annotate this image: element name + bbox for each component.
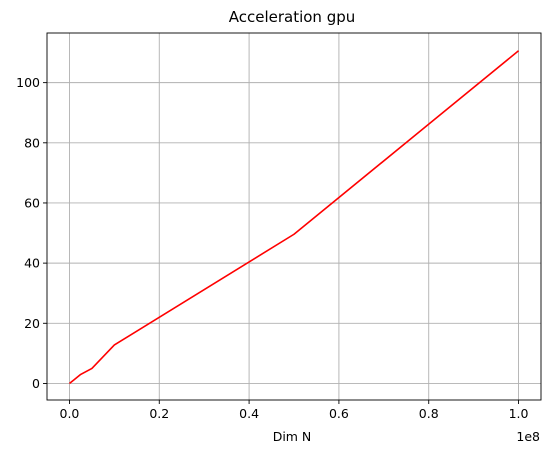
y-tick-label: 0 (32, 376, 40, 391)
x-tick-label: 1.0 (509, 406, 529, 421)
series-layer (68, 50, 520, 385)
x-tick-label: 0.6 (329, 406, 349, 421)
y-tick-label: 20 (24, 316, 40, 331)
x-offset-label: 1e8 (516, 429, 540, 444)
x-tick-label: 0.8 (419, 406, 439, 421)
ticks: 0.0 0.2 0.4 0.6 0.8 1.0 0 20 40 60 80 100 (16, 75, 528, 421)
plot-frame (46, 32, 542, 401)
y-tick-label: 40 (24, 256, 40, 271)
x-tick-label: 0.0 (60, 406, 80, 421)
grid (47, 33, 541, 400)
y-tick-label: 60 (24, 195, 40, 210)
chart-title: Acceleration gpu (229, 8, 356, 26)
x-axis-title: Dim N (273, 429, 312, 444)
series-line-acceleration (68, 50, 520, 385)
x-tick-label: 0.4 (239, 406, 259, 421)
y-tick-label: 100 (16, 75, 40, 90)
y-tick-label: 80 (24, 135, 40, 150)
x-tick-label: 0.2 (149, 406, 169, 421)
